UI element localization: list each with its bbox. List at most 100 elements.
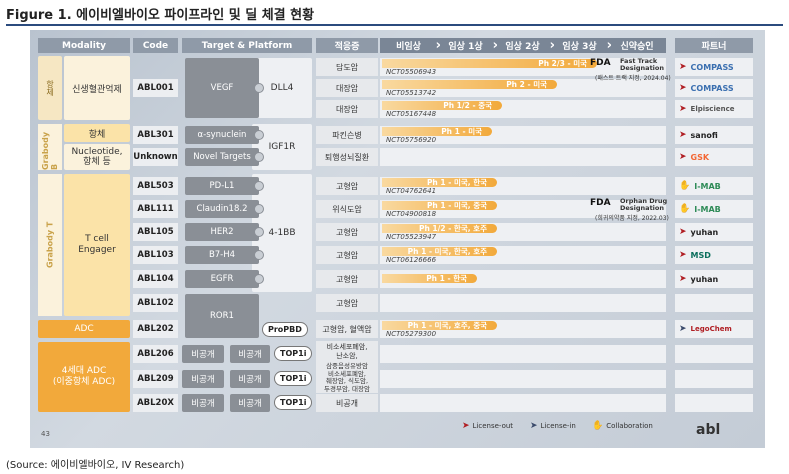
- nct-number: NCT05167448: [386, 110, 437, 118]
- phase-bar: Ph 2 - 미국: [382, 80, 557, 89]
- indication: 비소세포폐암, 난소암,: [316, 341, 378, 363]
- phase-bar: Ph 1 - 한국: [382, 274, 477, 283]
- title-rule: [6, 24, 783, 26]
- code-abl001: ABL001: [133, 79, 178, 97]
- header-indication: 적응증: [316, 38, 378, 53]
- nct-number: NCT05279300: [386, 330, 437, 338]
- partner-empty: [675, 294, 753, 312]
- connector-icon: [254, 83, 264, 93]
- license-out-icon: ➤: [679, 130, 687, 140]
- fda-fast-track-logo: FDA: [590, 58, 611, 68]
- target-pd-l1: PD-L1: [185, 177, 259, 195]
- fda-orphan-note: (희귀의약품 지정, 2022.03): [595, 215, 669, 222]
- license-out-icon: ➤: [679, 250, 687, 260]
- phase-bar: Ph 1 - 미국, 한국: [382, 178, 497, 187]
- indication: 비공개: [316, 394, 378, 412]
- partner-sanofi: ➤ sanofi: [675, 126, 753, 144]
- collaboration-icon: ✋: [679, 204, 691, 214]
- indication: 고형암, 혈액암: [316, 320, 378, 338]
- license-in-icon: ➤: [530, 421, 538, 431]
- partner-compass: ➤ COMPASS: [675, 58, 753, 76]
- figure-title: Figure 1. 에이비엘바이오 파이프라인 및 딜 체결 현황: [6, 8, 315, 23]
- phase-approval: 신약승인: [620, 42, 654, 52]
- fda-orphan-logo: FDA: [590, 198, 611, 208]
- nct-number: NCT06126666: [386, 256, 437, 264]
- modality-grabody-b-antibody: 항체: [64, 124, 130, 142]
- connector-icon: [254, 181, 264, 191]
- phase-lane: [380, 394, 666, 412]
- target-undisclosed-1: 비공개: [182, 345, 224, 363]
- license-out-icon: ➤: [679, 152, 687, 162]
- indication: 고형암: [316, 177, 378, 195]
- license-out-icon: ➤: [679, 104, 687, 114]
- partner-empty: [675, 370, 753, 388]
- target-undisclosed-1b: 비공개: [230, 345, 270, 363]
- fda-fast-track-note: (패스트 트랙 지정, 2024.04): [595, 75, 671, 82]
- code-unknown: Unknown: [133, 148, 178, 166]
- legend-license-out: ➤ License-out: [462, 421, 514, 431]
- header-code: Code: [133, 38, 178, 53]
- phase-1: 임상 1상 ›: [448, 38, 498, 53]
- phase-bar: Ph 1 - 미국: [382, 127, 492, 136]
- nct-number: NCT04900818: [386, 210, 437, 218]
- indication: 고형암: [316, 246, 378, 264]
- code-abl202: ABL202: [133, 320, 178, 338]
- phase-bar: Ph 2/3 - 미국: [382, 59, 597, 68]
- phase-lane: [380, 294, 666, 312]
- legend-collaboration: ✋ Collaboration: [592, 421, 653, 431]
- header-target-platform: Target & Platform: [182, 38, 312, 53]
- target-b7h4: B7-H4: [185, 246, 259, 264]
- phase-lane: [380, 148, 666, 166]
- connector-icon: [254, 204, 264, 214]
- target-vegf: VEGF: [185, 58, 259, 118]
- connector-icon: [254, 130, 264, 140]
- phase-preclinical: 비임상 ›: [396, 38, 441, 53]
- phase-2: 임상 2상 ›: [505, 38, 555, 53]
- code-abl104: ABL104: [133, 270, 178, 288]
- indication: 담도암: [316, 58, 378, 76]
- indication: 위식도암: [316, 200, 378, 218]
- indication: 삼중음성유방암 비소세포폐암, 췌장암, 식도암, 두경부암, 대장암: [316, 362, 378, 393]
- modality-t-cell-engager: T cell Engager: [64, 174, 130, 316]
- connector-icon: [254, 227, 264, 237]
- page-number: 43: [41, 430, 50, 438]
- grabody-b-label: Grabody B: [38, 124, 62, 170]
- license-out-icon: ➤: [679, 83, 687, 93]
- target-alpha-synuclein: α-synuclein: [185, 126, 259, 144]
- header-modality: Modality: [38, 38, 130, 53]
- partner-elpiscience: ➤ Elpiscience: [675, 100, 753, 118]
- target-novel: Novel Targets: [185, 148, 259, 166]
- phase-bar: Ph 1/2 - 한국, 호주: [382, 224, 497, 233]
- license-out-icon: ➤: [462, 421, 470, 431]
- code-abl209: ABL209: [133, 370, 178, 388]
- target-claudin: Claudin18.2: [185, 200, 259, 218]
- fda-fast-track-text: Fast Track Designation: [620, 57, 664, 72]
- collaboration-icon: ✋: [592, 421, 604, 431]
- phase-bar: Ph 1 - 미국, 한국, 호주: [382, 247, 497, 256]
- source-note: (Source: 에이비엘바이오, IV Research): [6, 460, 185, 471]
- indication: 고형암: [316, 270, 378, 288]
- payload-top1i: TOP1i: [274, 371, 313, 386]
- indication: 대장암: [316, 100, 378, 118]
- target-undisclosed-3: 비공개: [182, 394, 224, 412]
- abl-logo: abl: [696, 422, 721, 438]
- code-abl111: ABL111: [133, 200, 178, 218]
- modality-4th-gen-adc: 4세대 ADC (이중항체 ADC): [38, 342, 130, 412]
- indication: 퇴행성뇌질환: [316, 148, 378, 166]
- partner-msd: ➤ MSD: [675, 246, 753, 264]
- phase-lane: [380, 345, 666, 363]
- partner-imab-2: ✋ I-MAB: [675, 200, 753, 218]
- phase-3: 임상 3상 ›: [562, 38, 612, 53]
- fda-orphan-text: Orphan Drug Designation: [620, 197, 668, 212]
- phase-bar: Ph 1 - 미국, 중국: [382, 201, 497, 210]
- license-out-icon: ➤: [679, 274, 687, 284]
- target-undisclosed-3b: 비공개: [230, 394, 270, 412]
- partner-compass-2: ➤ COMPASS: [675, 79, 753, 97]
- nct-number: NCT04762641: [386, 187, 437, 195]
- payload-top1i: TOP1i: [274, 395, 313, 410]
- license-in-icon: ➤: [679, 324, 687, 334]
- partner-gsk: ➤ GSK: [675, 148, 753, 166]
- code-abl503: ABL503: [133, 177, 178, 195]
- code-abl103: ABL103: [133, 246, 178, 264]
- header-partner: 파트너: [675, 38, 753, 53]
